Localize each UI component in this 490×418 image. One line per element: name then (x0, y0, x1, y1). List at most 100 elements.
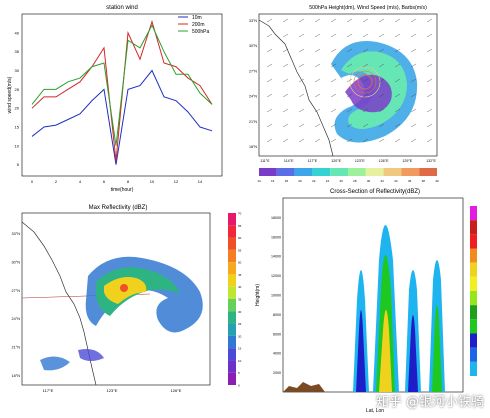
colorbar-swatch (228, 237, 236, 250)
colorbar-label: 40 (435, 179, 439, 183)
wind-barb (298, 108, 305, 113)
colorbar-swatch (228, 213, 236, 226)
wind-barb (346, 48, 353, 53)
wind-barb (362, 48, 369, 53)
wind-barb (426, 78, 433, 83)
wind-barb (378, 33, 385, 38)
wind-barb (378, 48, 385, 53)
wind-barb (314, 48, 321, 53)
wind-barb (266, 33, 273, 38)
y-tick-label: 35 (15, 49, 20, 54)
colorbar-swatch (470, 361, 477, 376)
colorbar-swatch (470, 262, 477, 277)
y-tick-label: 12000 (271, 274, 281, 278)
wind-barb (266, 93, 273, 98)
wind-barb (410, 123, 417, 128)
wind-barb (362, 138, 369, 143)
wind-barb (298, 18, 305, 23)
x-tick-label: 120°E (331, 159, 341, 163)
colorbar-swatch (470, 220, 477, 235)
y-tick-label: 5 (17, 162, 20, 167)
wind-barb (410, 93, 417, 98)
y-tick-label: 30°N (249, 44, 257, 48)
y-tick-label: 24°N (12, 317, 21, 321)
line-chart-title: station wind (106, 5, 138, 11)
wind-barb (298, 138, 305, 143)
wind-barb (410, 138, 417, 143)
line-legend: 10m 200m 500hPa (178, 15, 209, 35)
colorbar-swatch (470, 248, 477, 263)
colorbar-label: 60 (238, 236, 242, 240)
y-tick-label: 27°N (249, 69, 257, 73)
colorbar-label: 55 (238, 248, 242, 252)
wind-barb (426, 123, 433, 128)
wind-barb (314, 138, 321, 143)
y-tick-label: 15 (15, 125, 20, 130)
x-tick-label: 129°E (402, 159, 412, 163)
wind-barb (378, 93, 385, 98)
colorbar-swatch (348, 168, 366, 176)
colorbar-swatch (228, 372, 236, 385)
wind-barb (378, 108, 385, 113)
wind-barb (426, 18, 433, 23)
wind-barb (346, 78, 353, 83)
colorbar-label: 20 (298, 179, 302, 183)
wind-barb (378, 78, 385, 83)
x-tick-label: 2 (55, 179, 58, 184)
line-ylabel: wind speed(m/s) (7, 76, 13, 113)
y-tick-label: 10000 (271, 294, 281, 298)
wind-barb (362, 63, 369, 68)
colorbar-swatch (228, 249, 236, 263)
wind-barb (314, 33, 321, 38)
wind-barb (314, 63, 321, 68)
wind-barb (362, 123, 369, 128)
y-tick-label: 24°N (249, 95, 257, 99)
y-tick-label: 16000 (271, 235, 281, 239)
wind-barb (282, 48, 289, 53)
y-tick-label: 6000 (273, 332, 281, 336)
wind-barb (362, 33, 369, 38)
y-tick-label: 27°N (12, 289, 21, 293)
colorbar-swatch (470, 291, 477, 306)
wind-barb (330, 93, 337, 98)
colorbar-label: 40 (238, 285, 242, 289)
wind-barb (346, 93, 353, 98)
colorbar-label: 35 (238, 298, 242, 302)
wind-speed-band-mid (341, 51, 407, 129)
colorbar-label: 15 (238, 347, 242, 351)
map500-title: 500hPa Height(dm), Wind Speed (m/s), Bar… (309, 5, 427, 11)
wind-barb (282, 18, 289, 23)
y-tick-label: 30 (15, 68, 20, 73)
wind-barb (426, 63, 433, 68)
wind-barb (298, 78, 305, 83)
wind-barb (394, 108, 401, 113)
wind-barb (378, 63, 385, 68)
typhoon-center (357, 74, 373, 90)
line-xlabel: time(hour) (111, 187, 134, 193)
colorbar-label: 38 (422, 179, 426, 183)
wind-barb (282, 108, 289, 113)
colorbar-swatch (330, 168, 348, 176)
y-tick-label: 33°N (12, 232, 21, 236)
watermark: 知乎 @银河小铁骑 (375, 395, 484, 410)
y-tick-label: 20 (15, 106, 20, 111)
maxref-field (21, 212, 211, 386)
wind-barb (362, 93, 369, 98)
cross-section-chart: Cross-Section of Reflectivity(dBZ) 2000 4… (255, 189, 477, 414)
wind-barb (426, 138, 433, 143)
max-reflectivity-map: Max Reflectivity (dBZ) 117°E 123°E 126°E 33… (12, 205, 242, 393)
wind-barb (330, 63, 337, 68)
wind-barb (298, 48, 305, 53)
wind-barb (298, 63, 305, 68)
colorbar-label: 45 (238, 273, 242, 277)
x-tick-label: 117°E (43, 388, 54, 393)
map500-field (258, 13, 438, 157)
wind-barb (394, 18, 401, 23)
colorbar-swatch (470, 305, 477, 320)
colorbar-swatch (228, 311, 236, 324)
colorbar-label: 16 (271, 179, 275, 183)
station-wind-chart: station wind 0 2 4 6 8 10 12 14510152025303540 … (7, 5, 223, 193)
wind-barb (394, 48, 401, 53)
colorbar-label: 36 (408, 179, 412, 183)
series-line-500hpa (31, 24, 213, 146)
